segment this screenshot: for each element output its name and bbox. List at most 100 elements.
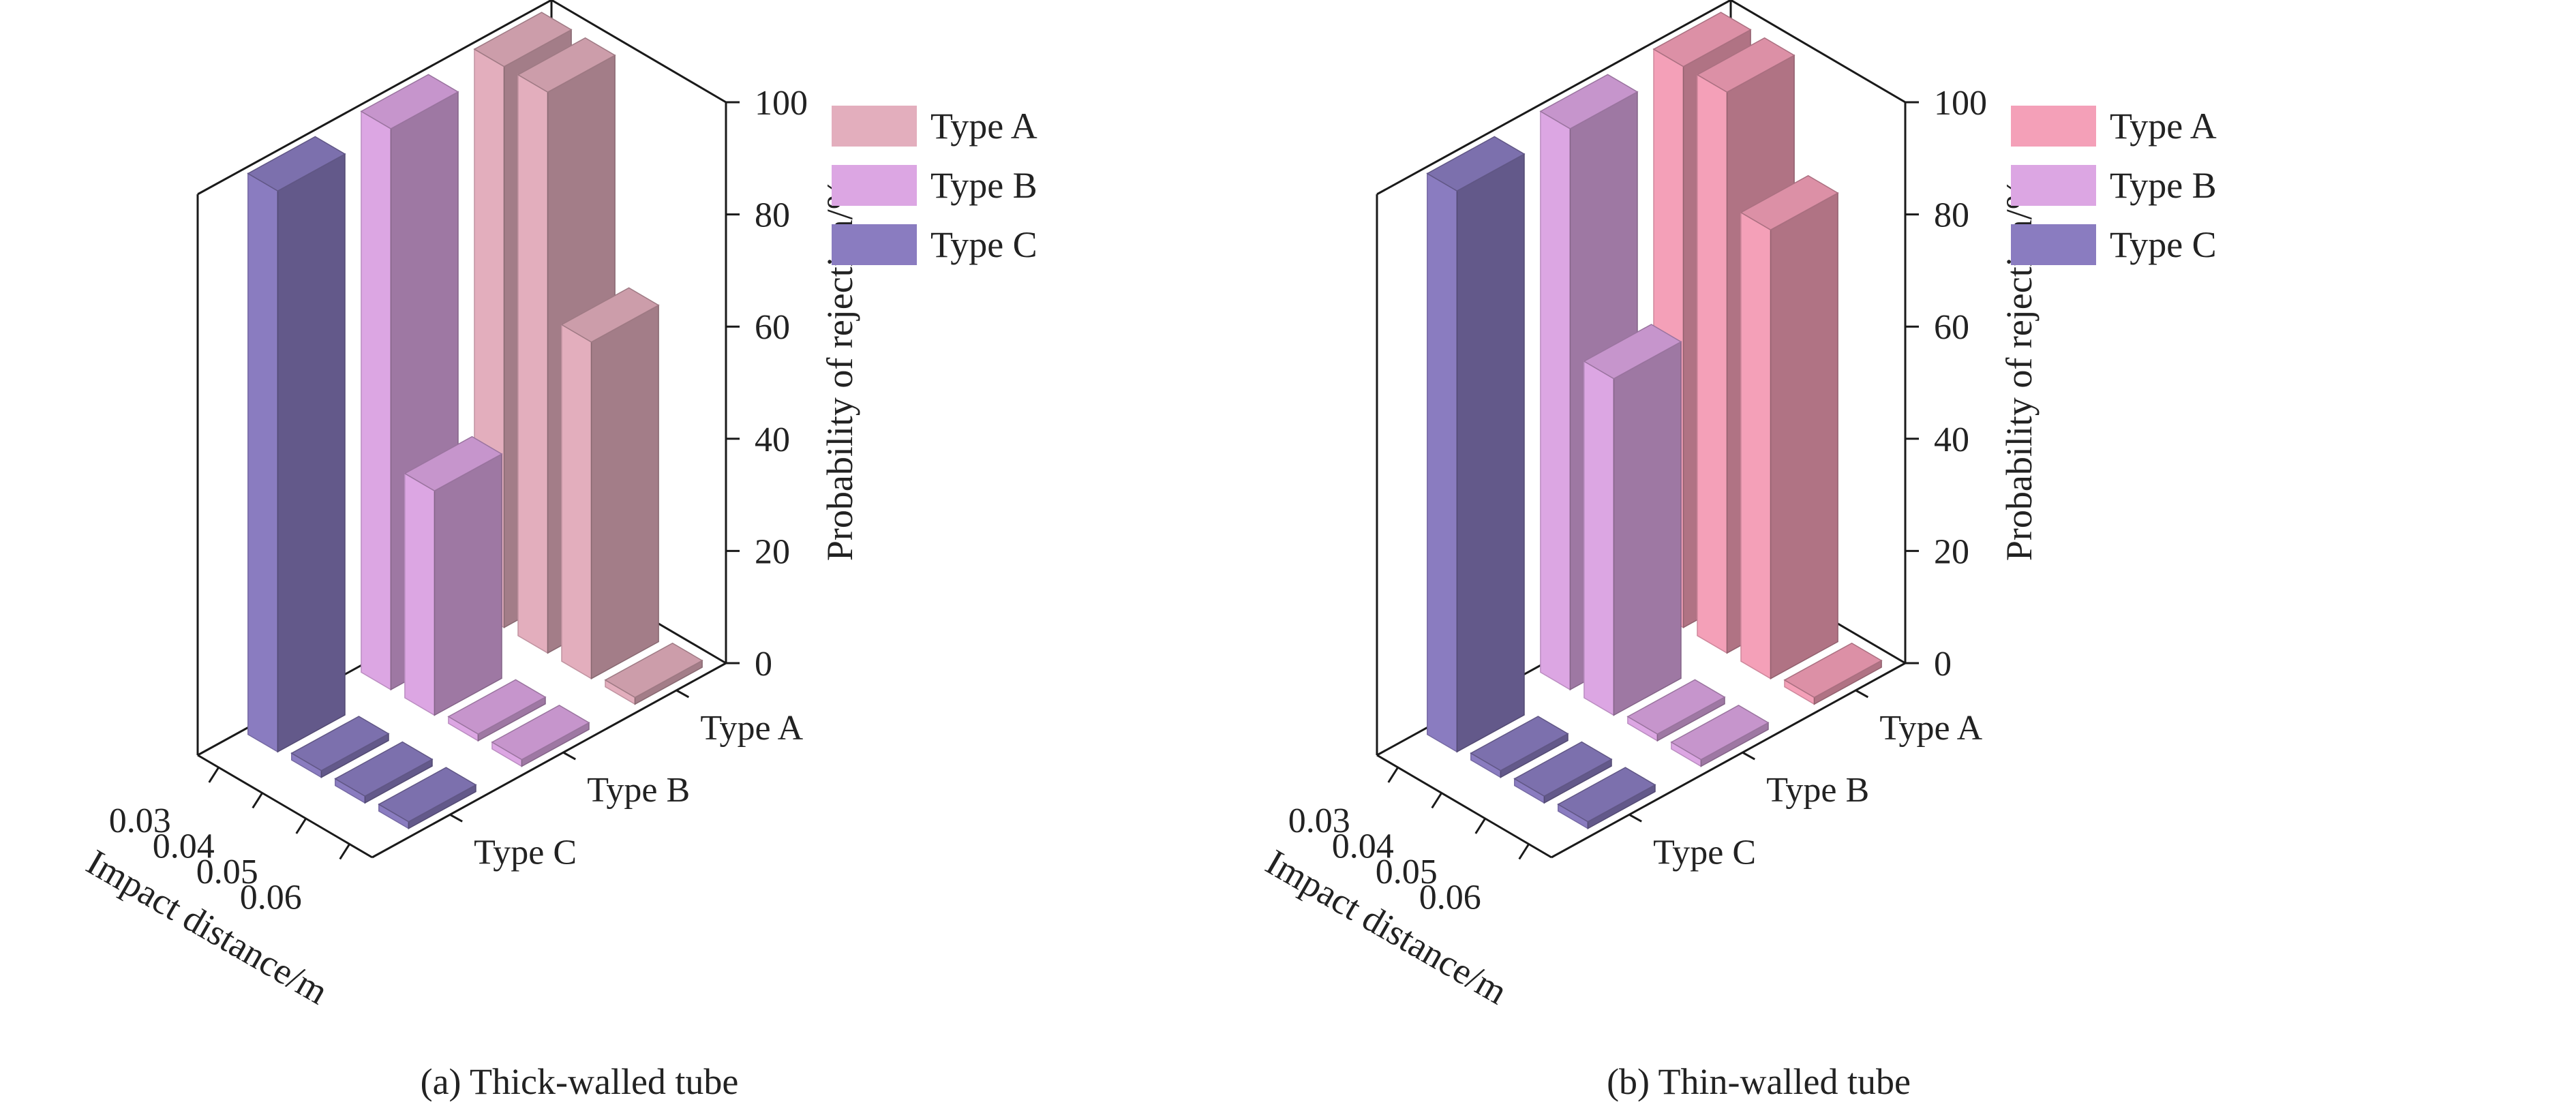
- legend-label: Type A: [2110, 106, 2217, 147]
- legend: Type A Type B Type C: [832, 106, 1037, 265]
- legend-label: Type C: [2110, 224, 2217, 265]
- bar: [1557, 767, 1656, 829]
- bar-face: [1427, 172, 1458, 753]
- bar-top: [1583, 324, 1682, 380]
- x-tick-label: 0.05: [1376, 853, 1438, 891]
- bar-face: [361, 110, 392, 691]
- axis-edge: [372, 662, 727, 859]
- bar-top: [247, 136, 346, 192]
- legend-label: Type B: [930, 165, 1037, 206]
- axis-edge: [551, 0, 727, 104]
- bar-face: [517, 74, 549, 654]
- bar: [1783, 642, 1883, 705]
- x-tick: [252, 792, 263, 809]
- bar: [378, 767, 477, 829]
- bar-top: [1783, 642, 1883, 699]
- y-tick-label: Type C: [474, 833, 577, 872]
- bar-face: [404, 472, 436, 716]
- bar-side: [1456, 153, 1525, 753]
- y-tick-label: Type A: [1879, 709, 1982, 748]
- panel-caption: (a) Thick-walled tube: [421, 1061, 739, 1102]
- bar-top: [491, 705, 590, 761]
- x-tick-label: 0.06: [240, 879, 302, 917]
- bar-top: [1557, 767, 1656, 823]
- x-tick-label: 0.03: [109, 801, 171, 840]
- axis-edge: [197, 0, 552, 196]
- bar-top: [1626, 679, 1726, 735]
- x-tick-label: 0.06: [1419, 879, 1481, 917]
- bar: [290, 716, 390, 778]
- axis-edge: [197, 754, 373, 859]
- z-tick-label: 100: [1934, 84, 1987, 123]
- z-tick-label: 40: [755, 421, 790, 459]
- y-tick: [676, 689, 690, 699]
- bar-face: [561, 324, 592, 680]
- legend-label: Type C: [930, 224, 1037, 265]
- bars: [247, 12, 703, 829]
- bar-top: [1740, 174, 1839, 231]
- bar-face: [1697, 74, 1728, 654]
- y-axis: Type A Type B Type C: [1628, 689, 1983, 872]
- y-tick-label: Type B: [1766, 771, 1869, 810]
- bar: [491, 705, 590, 767]
- y-tick-label: Type A: [700, 709, 803, 748]
- bar-top: [1696, 37, 1795, 93]
- bar-top: [360, 74, 459, 129]
- x-tick: [1474, 818, 1486, 834]
- bar-top: [334, 741, 434, 797]
- bar-top: [447, 679, 547, 735]
- bar-top: [1652, 12, 1752, 67]
- x-tick: [1387, 767, 1399, 783]
- bar: [334, 741, 434, 804]
- x-tick-label: 0.03: [1288, 801, 1350, 840]
- x-tick: [339, 843, 350, 860]
- z-tick-label: 60: [1934, 308, 1969, 347]
- bars: [1426, 12, 1883, 829]
- bar-top: [1513, 741, 1613, 797]
- bar-top: [517, 37, 616, 93]
- axis-edge: [1551, 662, 1906, 859]
- bar: [1426, 136, 1526, 753]
- y-tick: [449, 813, 463, 823]
- z-tick-label: 0: [1934, 645, 1952, 684]
- bar-top: [378, 767, 477, 823]
- y-axis: Type A Type B Type C: [449, 689, 804, 872]
- legend-swatch: [2011, 106, 2096, 147]
- x-tick: [295, 818, 307, 834]
- z-tick-label: 100: [755, 84, 808, 123]
- legend: Type A Type B Type C: [2011, 106, 2217, 265]
- legend-label: Type B: [2110, 165, 2217, 206]
- bar-top: [1470, 716, 1569, 772]
- bar-top: [1539, 74, 1639, 129]
- panel-caption: (b) Thin-walled tube: [1607, 1061, 1911, 1102]
- legend-swatch: [832, 165, 917, 206]
- bar-top: [404, 436, 503, 492]
- x-tick-label: 0.05: [196, 853, 258, 891]
- bar-top: [290, 716, 390, 772]
- bar: [404, 436, 503, 716]
- z-tick-label: 20: [755, 532, 790, 571]
- y-tick: [1742, 751, 1755, 761]
- bar: [1670, 705, 1770, 767]
- y-tick-label: Type B: [587, 771, 690, 810]
- bar-face: [247, 172, 279, 753]
- bar-top: [1670, 705, 1770, 761]
- bar: [1626, 679, 1726, 742]
- bar: [1583, 324, 1682, 716]
- x-tick: [1518, 843, 1530, 860]
- bar-top: [473, 12, 573, 67]
- x-tick: [1431, 792, 1442, 809]
- y-tick-label: Type C: [1653, 833, 1756, 872]
- z-tick-label: 0: [755, 645, 772, 684]
- x-tick-label: 0.04: [1332, 827, 1394, 866]
- bar: [1740, 174, 1839, 680]
- bar-side: [277, 153, 346, 753]
- bar: [1513, 741, 1613, 804]
- bar: [247, 136, 346, 753]
- bar-side: [590, 304, 659, 679]
